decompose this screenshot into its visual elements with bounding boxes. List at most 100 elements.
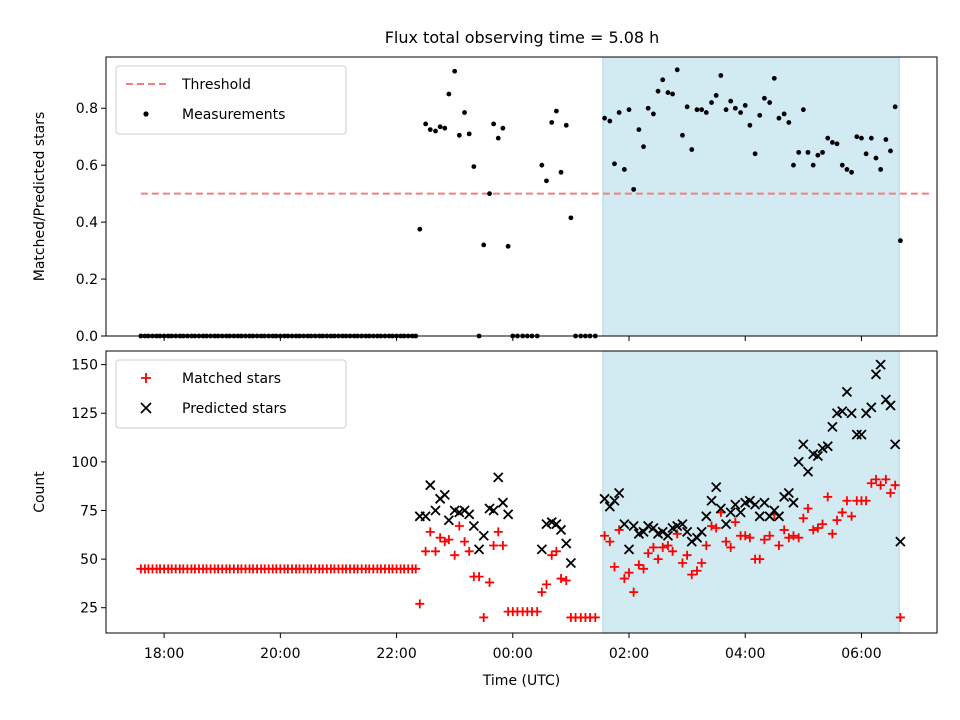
data-point bbox=[440, 537, 450, 547]
x-tick-label: 00:00 bbox=[493, 646, 533, 662]
x-tick-label: 20:00 bbox=[260, 646, 300, 662]
data-point bbox=[478, 530, 489, 541]
data-point bbox=[489, 540, 499, 550]
data-point bbox=[709, 100, 714, 105]
data-point bbox=[890, 439, 901, 450]
data-point bbox=[720, 518, 732, 530]
data-point bbox=[771, 75, 777, 81]
data-point bbox=[711, 482, 722, 493]
data-point bbox=[738, 110, 743, 115]
data-point bbox=[820, 149, 825, 155]
data-point bbox=[684, 104, 690, 110]
data-point bbox=[446, 91, 452, 97]
legend-label: Measurements bbox=[182, 107, 285, 123]
data-point bbox=[605, 537, 615, 547]
data-point bbox=[715, 503, 726, 514]
data-point bbox=[682, 550, 692, 560]
data-point bbox=[732, 105, 738, 111]
data-point bbox=[485, 577, 495, 587]
data-point bbox=[681, 526, 693, 538]
data-point bbox=[873, 155, 879, 161]
legend-label: Threshold bbox=[181, 77, 251, 93]
x-axis-label: Time (UTC) bbox=[482, 673, 560, 689]
x-tick-label: 06:00 bbox=[841, 646, 881, 662]
data-point bbox=[728, 98, 734, 104]
data-point bbox=[471, 164, 477, 170]
data-point bbox=[498, 540, 508, 550]
data-point bbox=[786, 120, 792, 125]
data-point bbox=[796, 149, 802, 155]
data-point bbox=[827, 421, 838, 432]
data-point bbox=[745, 533, 755, 543]
data-point bbox=[805, 149, 811, 155]
data-point bbox=[460, 537, 470, 547]
data-point bbox=[721, 537, 731, 547]
data-point bbox=[706, 495, 717, 506]
data-point bbox=[680, 132, 685, 138]
top-highlight-window bbox=[602, 56, 900, 337]
data-point bbox=[629, 587, 639, 597]
data-point bbox=[658, 542, 668, 552]
data-point bbox=[466, 131, 472, 137]
data-point bbox=[443, 515, 454, 526]
data-point bbox=[444, 535, 454, 545]
data-point bbox=[837, 507, 847, 517]
data-point bbox=[607, 118, 613, 124]
data-point bbox=[788, 497, 799, 508]
data-point bbox=[653, 554, 663, 564]
data-point bbox=[452, 68, 458, 74]
data-point bbox=[823, 492, 833, 502]
data-point bbox=[892, 104, 898, 110]
data-point bbox=[433, 128, 438, 134]
data-point bbox=[774, 540, 784, 550]
data-point bbox=[468, 520, 479, 532]
data-point bbox=[621, 167, 627, 172]
bottom-series-0 bbox=[136, 474, 905, 622]
data-point bbox=[481, 242, 487, 248]
data-point bbox=[703, 110, 709, 115]
data-point bbox=[609, 562, 619, 572]
data-point bbox=[493, 527, 503, 537]
data-point bbox=[502, 509, 514, 520]
data-point bbox=[711, 523, 721, 533]
data-point bbox=[755, 554, 765, 564]
data-point bbox=[781, 111, 787, 117]
data-point bbox=[791, 162, 796, 168]
data-point bbox=[856, 429, 867, 440]
top-panel-ratio: 0.0 0.2 0.4 0.6 0.8 Matched/Predicted stars Th… bbox=[32, 56, 938, 345]
data-point bbox=[886, 488, 896, 498]
y-tick-label: 75 bbox=[80, 503, 98, 519]
data-point bbox=[878, 167, 884, 172]
y-tick-label: 0.4 bbox=[76, 215, 98, 231]
data-point bbox=[812, 450, 824, 462]
x-tick-label: 04:00 bbox=[725, 646, 765, 662]
data-point bbox=[464, 509, 475, 520]
data-point bbox=[488, 505, 499, 516]
data-point bbox=[759, 535, 769, 545]
data-point bbox=[871, 474, 881, 484]
legend-matched-swatch bbox=[141, 373, 151, 383]
data-point bbox=[660, 77, 666, 83]
y-tick-label: 100 bbox=[71, 455, 98, 471]
data-point bbox=[568, 215, 574, 221]
data-point bbox=[837, 406, 848, 417]
data-point bbox=[602, 115, 607, 121]
data-point bbox=[735, 507, 746, 518]
data-point bbox=[464, 546, 474, 556]
data-point bbox=[421, 546, 431, 556]
y-tick-label: 125 bbox=[71, 406, 98, 422]
data-point bbox=[417, 226, 423, 232]
data-point bbox=[697, 558, 707, 568]
data-point bbox=[435, 533, 445, 543]
data-point bbox=[876, 480, 886, 490]
data-point bbox=[829, 140, 835, 145]
legend-box bbox=[115, 359, 347, 429]
data-point bbox=[870, 369, 882, 380]
bottom-y-axis-label: Count bbox=[32, 471, 48, 513]
data-point bbox=[668, 546, 678, 556]
data-point bbox=[549, 120, 555, 125]
data-point bbox=[657, 526, 668, 538]
data-point bbox=[875, 359, 886, 370]
data-point bbox=[701, 540, 711, 550]
